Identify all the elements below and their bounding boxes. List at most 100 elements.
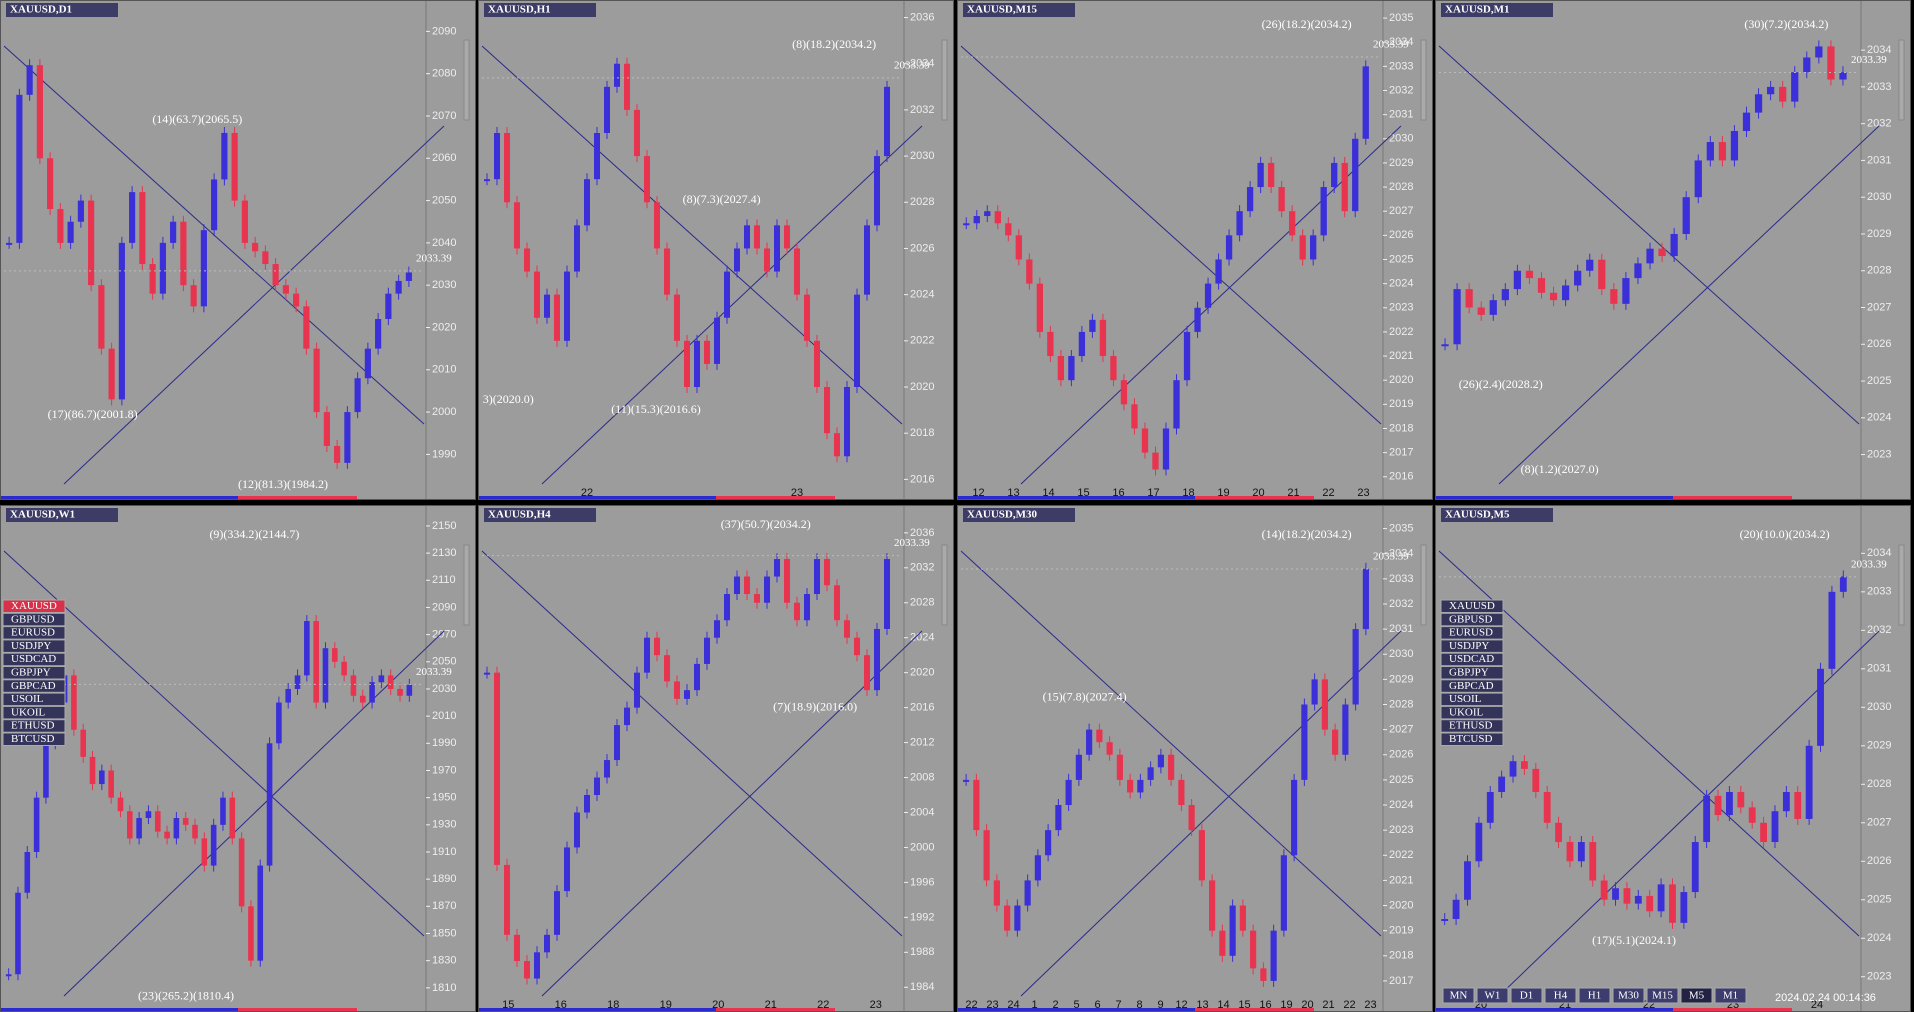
timeframe-button[interactable] <box>1612 987 1645 1004</box>
symbol-button[interactable]: EURUSD <box>1440 626 1504 640</box>
timeframe-button[interactable] <box>1646 987 1679 1004</box>
symbol-button[interactable]: GBPUSD <box>2 612 66 627</box>
symbol-label[interactable]: BTCUSD <box>1449 733 1492 745</box>
symbol-button[interactable]: GBPJPY <box>2 666 66 680</box>
symbol-button-bg[interactable] <box>2 719 66 733</box>
symbol-button[interactable]: XAUUSD <box>2 599 66 613</box>
symbol-button[interactable]: ETHUSD <box>1440 719 1504 733</box>
symbol-button[interactable]: GBPCAD <box>2 679 66 693</box>
symbol-button-bg[interactable] <box>2 599 66 613</box>
symbol-label[interactable]: XAUUSD <box>1449 600 1495 612</box>
symbol-label[interactable]: ETHUSD <box>11 720 54 732</box>
symbol-label[interactable]: USDJPY <box>1449 640 1489 652</box>
timeframe-button[interactable] <box>1544 987 1577 1004</box>
candle <box>774 225 780 272</box>
timeframe-button[interactable] <box>1442 987 1475 1004</box>
timeframe-label[interactable]: H4 <box>1554 990 1568 1002</box>
symbol-button[interactable]: BTCUSD <box>1440 732 1504 746</box>
symbol-label[interactable]: UKOIL <box>11 706 45 718</box>
candle <box>1173 380 1180 429</box>
symbol-button[interactable]: BTCUSD <box>2 732 66 746</box>
symbol-button[interactable]: UKOIL <box>2 705 66 720</box>
symbol-button-bg[interactable] <box>2 666 66 680</box>
timeframe-label[interactable]: MN <box>1450 990 1468 1002</box>
candle <box>1342 704 1349 755</box>
symbol-button[interactable]: EURUSD <box>2 626 66 640</box>
candle <box>1137 779 1144 793</box>
symbol-button-bg[interactable] <box>2 705 66 720</box>
candle <box>744 576 750 595</box>
timeframe-button[interactable] <box>1578 987 1611 1004</box>
symbol-button-bg[interactable] <box>2 612 66 627</box>
symbol-label[interactable]: BTCUSD <box>11 733 54 745</box>
symbol-label[interactable]: ETHUSD <box>1449 720 1492 732</box>
symbol-button-bg[interactable] <box>1440 705 1504 720</box>
candle <box>1610 289 1618 304</box>
symbol-button-bg[interactable] <box>2 692 66 707</box>
timeframe-label[interactable]: M5 <box>1689 990 1705 1002</box>
symbol-button-bg[interactable] <box>2 732 66 746</box>
x-axis-label: 9 <box>1157 999 1163 1011</box>
symbol-button[interactable]: USDJPY <box>1440 639 1504 653</box>
symbol-button-bg[interactable] <box>1440 732 1504 746</box>
symbol-label[interactable]: GBPJPY <box>11 667 51 679</box>
timeframe-button[interactable] <box>1510 987 1543 1004</box>
symbol-button-bg[interactable] <box>1440 666 1504 680</box>
symbol-label[interactable]: EURUSD <box>1449 627 1493 639</box>
symbol-button[interactable]: GBPCAD <box>1440 679 1504 693</box>
symbol-button-bg[interactable] <box>1440 612 1504 627</box>
symbol-button-bg[interactable] <box>1440 599 1504 613</box>
symbol-button-bg[interactable] <box>2 652 66 667</box>
symbol-button-bg[interactable] <box>2 639 66 653</box>
timeframe-button[interactable] <box>1476 987 1509 1004</box>
symbol-button-bg[interactable] <box>1440 652 1504 667</box>
symbol-label[interactable]: GBPJPY <box>1449 667 1489 679</box>
symbol-label[interactable]: XAUUSD <box>11 600 57 612</box>
symbol-button-bg[interactable] <box>2 626 66 640</box>
symbol-button[interactable]: USOIL <box>2 692 66 707</box>
symbol-button[interactable]: USDCAD <box>2 652 66 667</box>
candle <box>1127 779 1134 793</box>
chart-panel <box>0 0 476 500</box>
symbol-label[interactable]: GBPCAD <box>1449 680 1494 692</box>
timeframe-label[interactable]: M1 <box>1723 990 1738 1002</box>
symbol-label[interactable]: USOIL <box>1449 693 1482 705</box>
candle <box>344 412 351 463</box>
candle <box>674 294 680 341</box>
candle <box>1311 679 1318 705</box>
symbol-label[interactable]: GBPUSD <box>1449 613 1492 625</box>
symbol-button[interactable]: USDCAD <box>1440 652 1504 667</box>
symbol-label[interactable]: USDCAD <box>1449 653 1494 665</box>
symbol-button-bg[interactable] <box>1440 719 1504 733</box>
symbol-button[interactable]: XAUUSD <box>1440 599 1504 613</box>
symbol-label[interactable]: EURUSD <box>11 627 55 639</box>
timeframe-label[interactable]: M30 <box>1618 990 1639 1002</box>
symbol-button[interactable]: USOIL <box>1440 692 1504 707</box>
chart-title: XAUUSD,W1 <box>10 509 75 521</box>
symbol-button[interactable]: USDJPY <box>2 639 66 653</box>
symbol-button-bg[interactable] <box>1440 692 1504 707</box>
timeframe-button[interactable] <box>1680 987 1713 1004</box>
symbol-button-bg[interactable] <box>1440 679 1504 693</box>
timeframe-button[interactable] <box>1714 987 1747 1004</box>
timeframe-label[interactable]: H1 <box>1588 990 1601 1002</box>
symbol-label[interactable]: USOIL <box>11 693 44 705</box>
symbol-label[interactable]: GBPUSD <box>11 613 54 625</box>
symbol-button[interactable]: GBPJPY <box>1440 666 1504 680</box>
timeframe-label[interactable]: W1 <box>1485 990 1501 1002</box>
symbol-button[interactable]: ETHUSD <box>2 719 66 733</box>
symbol-label[interactable]: USDCAD <box>11 653 56 665</box>
timeframe-label[interactable]: M15 <box>1652 990 1673 1002</box>
symbol-button[interactable]: GBPUSD <box>1440 612 1504 627</box>
y-tick-label: 2034 <box>910 58 934 70</box>
timeframe-label[interactable]: D1 <box>1520 990 1533 1002</box>
trend-line <box>1020 630 1402 997</box>
symbol-button-bg[interactable] <box>1440 626 1504 640</box>
symbol-label[interactable]: USDJPY <box>11 640 51 652</box>
symbol-label[interactable]: GBPCAD <box>11 680 56 692</box>
symbol-button-bg[interactable] <box>2 679 66 693</box>
symbol-label[interactable]: UKOIL <box>1449 706 1483 718</box>
symbol-button-bg[interactable] <box>1440 639 1504 653</box>
candle <box>1065 779 1072 806</box>
symbol-button[interactable]: UKOIL <box>1440 705 1504 720</box>
